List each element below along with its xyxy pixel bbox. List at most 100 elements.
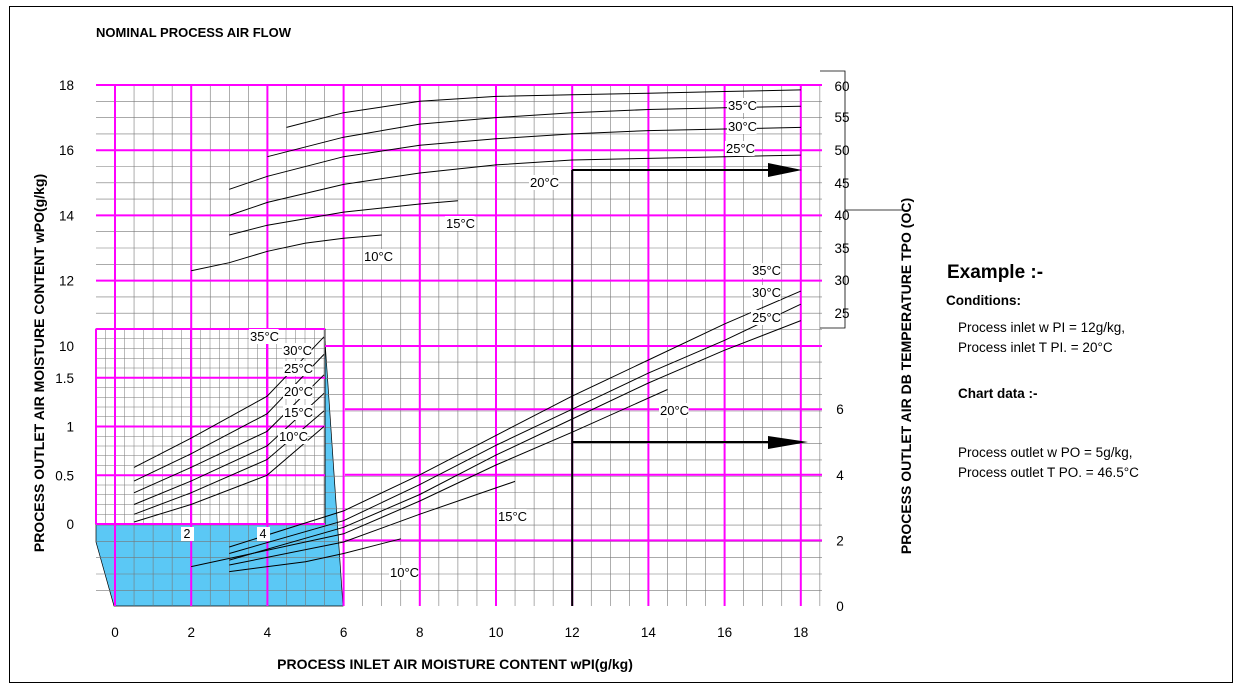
curve-label-bg <box>389 565 419 580</box>
x-axis-label: PROCESS INLET AIR MOISTURE CONTENT wPI(g… <box>277 656 633 672</box>
inset-curve-label: 20°C <box>284 384 313 399</box>
y-right-tick-label: 2 <box>836 533 844 548</box>
curve-label-bg <box>283 361 313 376</box>
upper-curve-label: 15°C <box>446 216 475 231</box>
chart-data-label: Chart data :- <box>958 386 1038 401</box>
output-moisture: Process outlet w PO = 5g/kg, <box>958 445 1133 460</box>
y-left-tick-label: 12 <box>59 274 74 289</box>
lower-curve-label: 30°C <box>752 285 781 300</box>
inset-curve-label: 15°C <box>284 405 313 420</box>
curve-label-bg <box>725 141 755 156</box>
curve-label-bg <box>283 384 313 399</box>
example-moisture-arrow-head <box>768 436 808 449</box>
temp-bracket <box>820 70 846 329</box>
lower-curve <box>229 290 801 548</box>
inset-curve <box>133 374 325 494</box>
y-left-tick-label: 16 <box>59 143 74 158</box>
temp-tick-label: 40 <box>834 208 849 223</box>
temp-tick-label: 55 <box>834 110 849 125</box>
inset-curve-label: 25°C <box>284 361 313 376</box>
conditions-label: Conditions: <box>946 293 1021 308</box>
upper-curve-label: 20°C <box>530 175 559 190</box>
example-heading: Example :- <box>947 262 1044 283</box>
x-tick-label: 8 <box>416 625 424 640</box>
curve-label-bg <box>283 405 313 420</box>
inset-curve <box>133 426 325 523</box>
lower-curve-label: 35°C <box>752 263 781 278</box>
y-right-tick-label: 0 <box>836 599 844 614</box>
grid <box>95 70 905 606</box>
inset-y-tick-label: 1.5 <box>55 371 74 386</box>
chart-title: NOMINAL PROCESS AIR FLOW <box>96 25 292 40</box>
lower-curve-label: 10°C <box>390 565 419 580</box>
curves <box>133 89 808 606</box>
curve-label-bg <box>751 263 781 278</box>
lower-curve <box>229 480 516 566</box>
curve-label-bg <box>751 285 781 300</box>
inset-x-tick-bg <box>181 527 194 541</box>
example-inputs: Process inlet w PI = 12g/kg, Process inl… <box>945 318 1215 358</box>
chart-frame <box>9 6 1233 683</box>
curve-label-bg <box>659 403 689 418</box>
upper-curve <box>229 154 801 216</box>
inset-y-tick-label: 1 <box>66 420 74 435</box>
temp-tick-label: 60 <box>834 79 849 94</box>
example-panel: Example :- Conditions: Process inlet w P… <box>945 262 1215 483</box>
lower-curve-label: 25°C <box>752 310 781 325</box>
upper-curve <box>286 89 801 128</box>
upper-curve-label: 25°C <box>726 141 755 156</box>
curve-label-bg <box>529 175 559 190</box>
x-tick-label: 16 <box>717 625 732 640</box>
x-tick-label: 18 <box>793 625 808 640</box>
curve-label-bg <box>445 216 475 231</box>
input-temperature: Process inlet T PI. = 20°C <box>958 340 1113 355</box>
temp-tick-label: 25 <box>834 306 849 321</box>
inset-curve-label: 35°C <box>250 329 279 344</box>
y-left-tick-label: 14 <box>59 208 75 223</box>
x-tick-label: 12 <box>565 625 580 640</box>
curve-label-bg <box>282 343 312 358</box>
y-axis-right-label: PROCESS OUTLET AIR DB TEMPERATURE TPO (O… <box>898 198 914 554</box>
x-tick-label: 6 <box>340 625 348 640</box>
lower-curve-label: 20°C <box>660 403 689 418</box>
y-left-tick-label: 10 <box>59 339 74 354</box>
upper-curve <box>229 126 801 190</box>
inset-x-tick-label: 2 <box>184 527 191 541</box>
x-tick-label: 2 <box>187 625 195 640</box>
upper-curve-label: 35°C <box>728 98 757 113</box>
lower-curve <box>229 538 401 573</box>
curve-label-bg <box>727 98 757 113</box>
inset-x-tick-label: 4 <box>260 527 267 541</box>
x-tick-label: 10 <box>488 625 503 640</box>
curve-label-bg <box>363 249 393 264</box>
curve-label-bg <box>278 429 308 444</box>
upper-curve-label: 10°C <box>364 249 393 264</box>
upper-curve <box>229 200 458 236</box>
y-right-tick-label: 6 <box>836 402 844 417</box>
lower-curve-label: 15°C <box>498 509 527 524</box>
lower-curve <box>229 303 802 554</box>
x-tick-label: 4 <box>264 625 272 640</box>
inset-curve-label: 10°C <box>279 429 308 444</box>
y-axis-left-label: PROCESS OUTLET AIR MOISTURE CONTENT wPO(… <box>31 174 47 552</box>
temp-tick-label: 50 <box>834 143 849 158</box>
x-tick-label: 14 <box>641 625 657 640</box>
example-outputs: Process outlet w PO = 5g/kg, Process out… <box>945 443 1215 483</box>
temp-tick-label: 30 <box>834 273 849 288</box>
output-temperature: Process outlet T PO. = 46.5°C <box>958 465 1139 480</box>
lower-curve <box>191 389 668 568</box>
temp-tick-label: 35 <box>834 241 849 256</box>
inset-y-tick-label: 0.5 <box>55 468 74 483</box>
inset-curve-label: 30°C <box>283 343 312 358</box>
upper-curve <box>191 234 382 272</box>
curve-label-bg <box>751 310 781 325</box>
temp-tick-label: 45 <box>834 176 849 191</box>
inset-x-tick-bg <box>257 527 270 541</box>
upper-curve-label: 30°C <box>728 119 757 134</box>
x-tick-label: 0 <box>111 625 119 640</box>
y-right-tick-label: 4 <box>836 468 844 483</box>
y-left-tick-label: 18 <box>59 78 74 93</box>
curve-label-bg <box>497 509 527 524</box>
curve-label-bg <box>249 329 279 344</box>
